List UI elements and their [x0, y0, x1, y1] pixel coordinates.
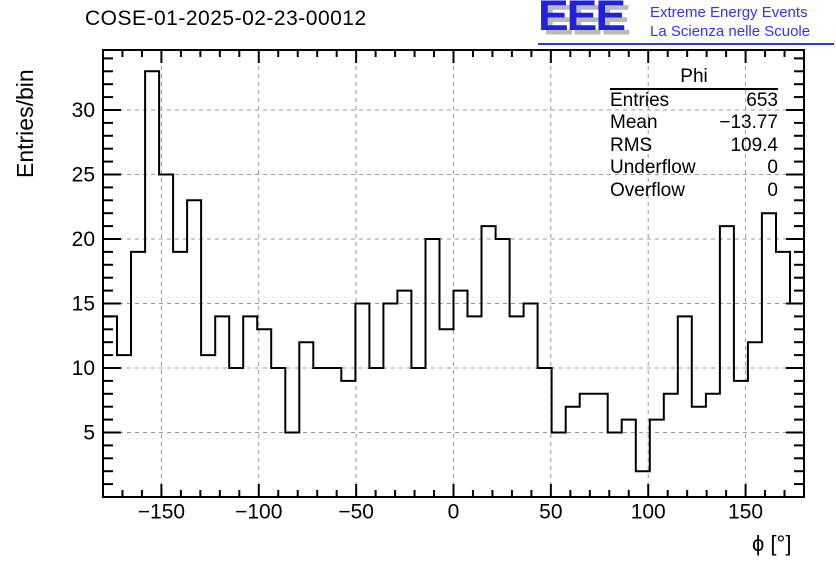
- stats-label: Mean: [610, 112, 658, 134]
- stats-label: Underflow: [610, 157, 696, 179]
- y-axis-tick-label: 30: [72, 99, 95, 122]
- stats-label: Entries: [610, 90, 670, 111]
- stats-title-underline: [610, 88, 778, 90]
- stats-box: Phi Entries 653 Mean −13.77 RMS 109.4 Un…: [610, 66, 778, 202]
- stats-value: 109.4: [730, 134, 778, 156]
- eee-logo-text: Extreme Energy Events La Scienza nelle S…: [650, 3, 810, 41]
- eee-logo-underline: [538, 43, 834, 45]
- stats-label: Overflow: [610, 179, 685, 201]
- stats-label: RMS: [610, 134, 653, 156]
- stats-row-overflow: Overflow 0: [610, 180, 778, 202]
- stats-value: 0: [767, 157, 778, 179]
- x-axis-tick-label: −150: [138, 501, 185, 524]
- stats-row-entries: Entries 653: [610, 90, 778, 112]
- stats-value: 0: [767, 179, 778, 201]
- stats-row-rms: RMS 109.4: [610, 135, 778, 157]
- y-axis-tick-label: 25: [72, 163, 95, 186]
- eee-logo: EEE Extreme Energy Events La Scienza nel…: [538, 0, 834, 46]
- stats-value: −13.77: [719, 112, 778, 134]
- x-axis-tick-label: −100: [235, 501, 282, 524]
- y-axis-tick-label: 10: [72, 357, 95, 380]
- stats-row-underflow: Underflow 0: [610, 157, 778, 179]
- eee-logo-letters: EEE: [538, 0, 626, 40]
- y-axis-title: Entries/bin: [12, 69, 38, 178]
- page-title: COSE-01-2025-02-23-00012: [85, 7, 367, 30]
- stats-value: 653: [746, 90, 778, 111]
- stats-title: Phi: [680, 66, 708, 87]
- y-axis-tick-label: 15: [72, 292, 95, 315]
- stats-row-mean: Mean −13.77: [610, 112, 778, 134]
- x-axis-tick-label: 50: [539, 501, 562, 524]
- eee-logo-line1: Extreme Energy Events: [650, 4, 808, 21]
- x-axis-title: ϕ [°]: [752, 531, 792, 556]
- eee-logo-line2: La Scienza nelle Scuole: [650, 23, 811, 40]
- histogram-line: [103, 70, 804, 473]
- x-axis-tick-label: 150: [728, 501, 763, 524]
- x-axis-tick-label: 100: [631, 501, 666, 524]
- x-axis-tick-label: −50: [338, 501, 374, 524]
- y-axis-tick-label: 5: [83, 421, 95, 444]
- y-axis-tick-label: 20: [72, 228, 95, 251]
- x-axis-tick-label: 0: [448, 501, 460, 524]
